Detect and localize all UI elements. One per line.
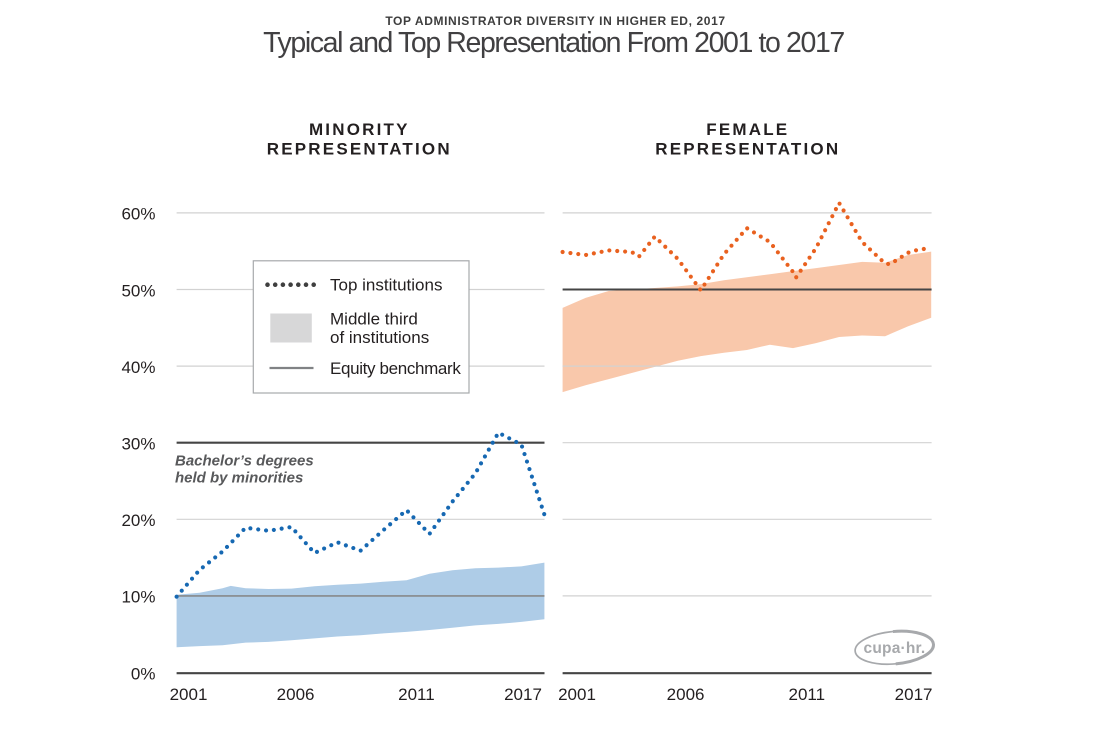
svg-text:40%: 40% <box>121 358 155 377</box>
svg-text:60%: 60% <box>121 205 155 224</box>
svg-text:2011: 2011 <box>398 685 435 704</box>
svg-text:2001: 2001 <box>558 685 596 704</box>
svg-text:Middle third: Middle third <box>330 310 418 329</box>
svg-text:MINORITY: MINORITY <box>309 120 410 139</box>
svg-text:2017: 2017 <box>895 685 933 704</box>
svg-text:2011: 2011 <box>789 685 826 704</box>
svg-text:cupa·hr.: cupa·hr. <box>864 640 926 657</box>
svg-text:Top institutions: Top institutions <box>330 276 442 295</box>
svg-text:2017: 2017 <box>504 685 542 704</box>
svg-text:20%: 20% <box>121 511 155 530</box>
svg-text:50%: 50% <box>121 281 155 300</box>
svg-text:10%: 10% <box>121 588 155 607</box>
svg-text:TOP ADMINISTRATOR DIVERSITY IN: TOP ADMINISTRATOR DIVERSITY IN HIGHER ED… <box>385 14 725 28</box>
svg-text:REPRESENTATION: REPRESENTATION <box>267 140 452 159</box>
svg-text:Typical and Top Representation: Typical and Top Representation From 2001… <box>263 27 844 59</box>
svg-text:2006: 2006 <box>667 685 705 704</box>
svg-text:FEMALE: FEMALE <box>706 120 789 139</box>
svg-text:2006: 2006 <box>277 685 315 704</box>
svg-text:30%: 30% <box>121 435 155 454</box>
svg-text:held by minorities: held by minorities <box>175 470 303 487</box>
svg-text:2001: 2001 <box>170 685 208 704</box>
svg-text:Bachelor’s degrees: Bachelor’s degrees <box>175 453 314 470</box>
svg-text:of institutions: of institutions <box>330 328 429 347</box>
svg-text:0%: 0% <box>131 664 156 683</box>
svg-text:REPRESENTATION: REPRESENTATION <box>655 140 840 159</box>
svg-text:Equity benchmark: Equity benchmark <box>330 359 461 378</box>
